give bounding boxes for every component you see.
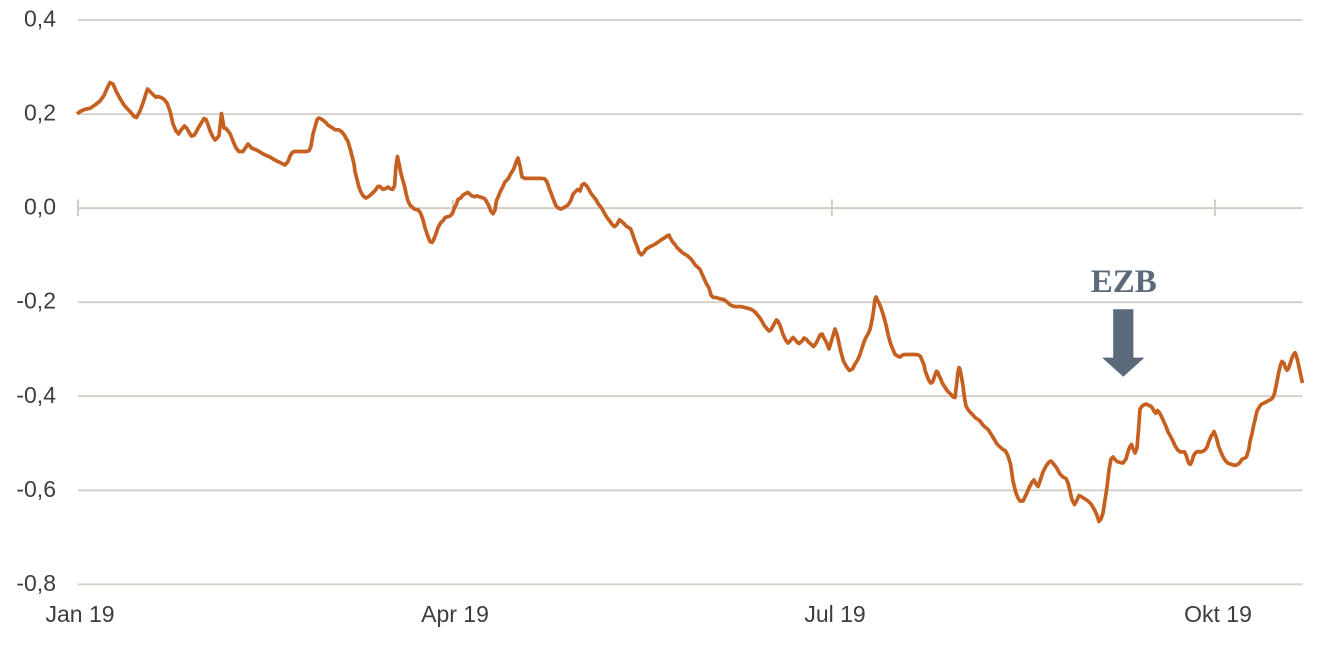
svg-text:EZB: EZB: [1091, 264, 1157, 300]
svg-text:-0,6: -0,6: [16, 476, 56, 502]
svg-text:Jan 19: Jan 19: [45, 601, 114, 627]
svg-text:Okt 19: Okt 19: [1184, 601, 1252, 627]
svg-text:-0,8: -0,8: [16, 570, 56, 596]
svg-text:0,0: 0,0: [24, 194, 56, 220]
svg-text:-0,2: -0,2: [16, 288, 56, 314]
svg-text:-0,4: -0,4: [16, 382, 56, 408]
svg-text:0,4: 0,4: [24, 6, 56, 32]
svg-text:Jul 19: Jul 19: [804, 601, 865, 627]
svg-text:Apr 19: Apr 19: [421, 601, 489, 627]
svg-text:0,2: 0,2: [24, 100, 56, 126]
